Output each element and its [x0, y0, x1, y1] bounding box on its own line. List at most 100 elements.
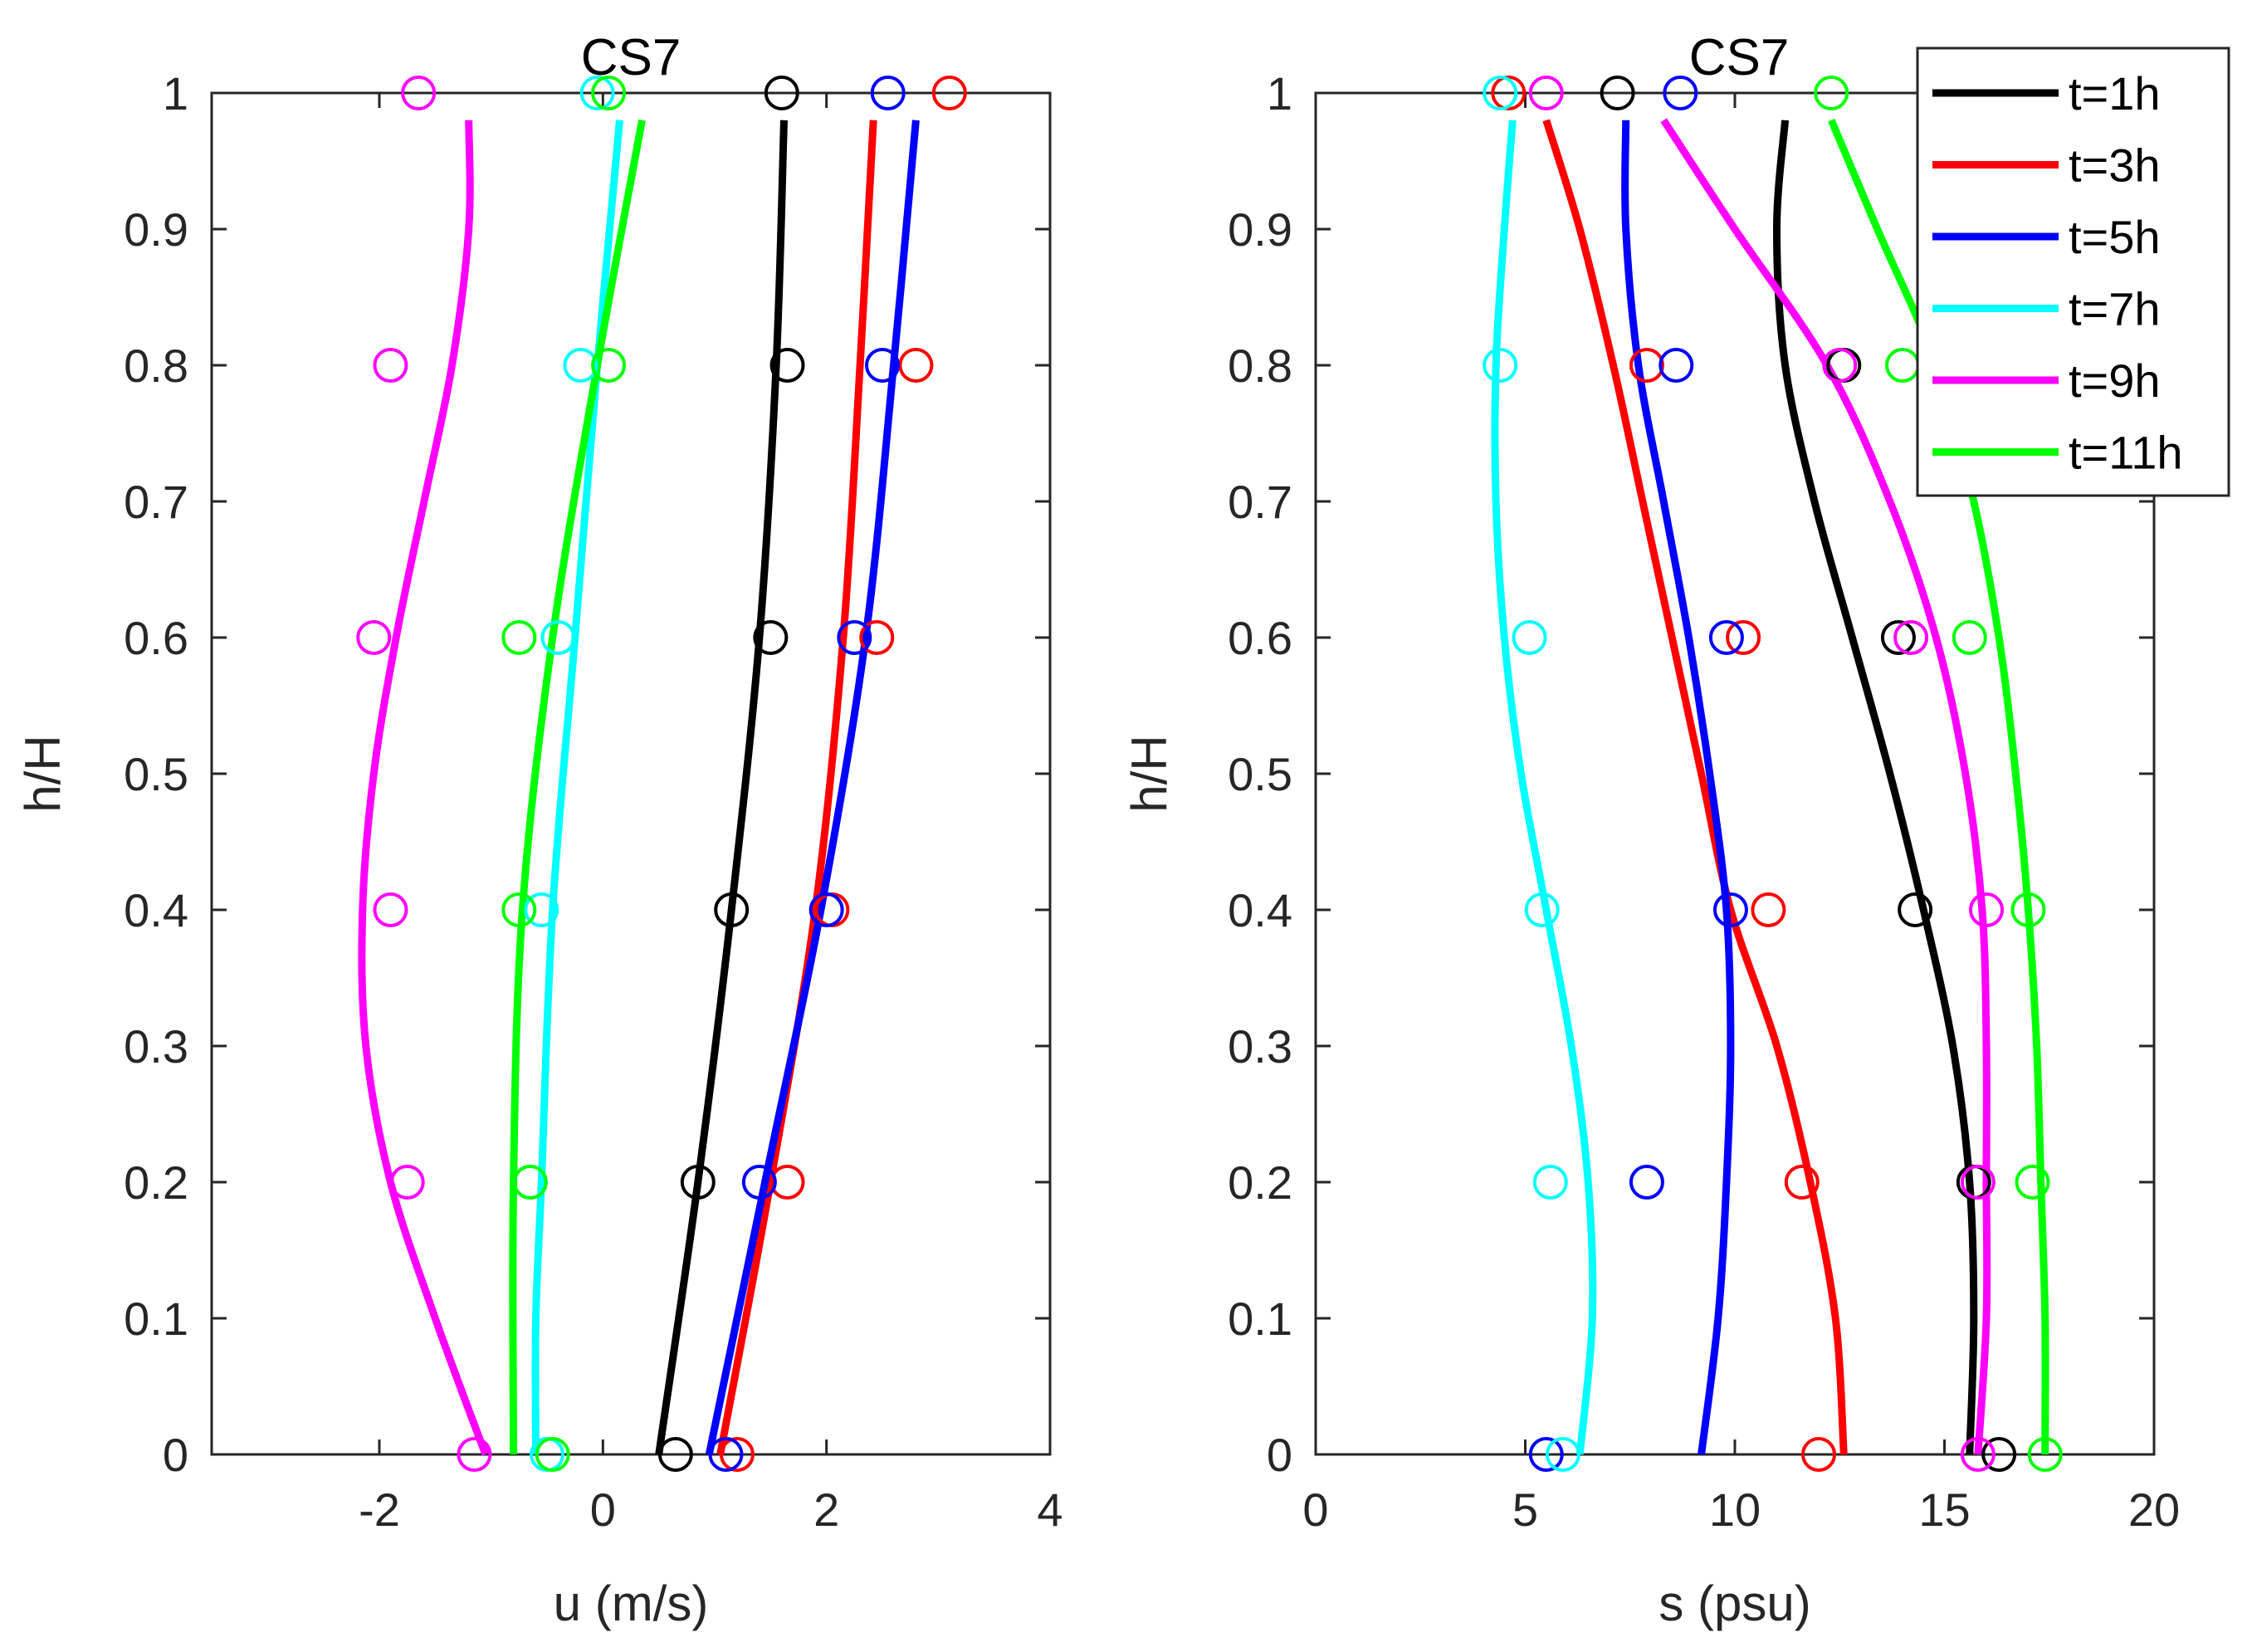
data-point-t3 — [1801, 1437, 1836, 1472]
data-point-t11 — [535, 1437, 570, 1472]
y-tick-label: 0.9 — [1228, 203, 1292, 256]
legend-label-t9: t=9h — [2069, 354, 2161, 407]
data-point-t5 — [1629, 1165, 1664, 1200]
x-tick-label: -2 — [359, 1483, 400, 1536]
data-point-t3 — [1784, 1165, 1820, 1200]
y-tick-label: 0.4 — [124, 884, 188, 936]
data-point-t9 — [373, 892, 408, 927]
data-point-t3 — [1751, 892, 1786, 927]
data-point-t1 — [680, 1165, 716, 1200]
series-line-t11 — [509, 119, 646, 1455]
data-point-t11 — [1952, 620, 1987, 655]
series-line-t3 — [1542, 119, 1848, 1455]
x-tick-label: 15 — [1918, 1483, 1970, 1536]
data-point-t11 — [501, 892, 537, 927]
data-point-t1 — [657, 1437, 693, 1472]
legend-label-t5: t=5h — [2069, 211, 2161, 263]
data-point-t3 — [859, 620, 895, 655]
data-point-t11 — [501, 620, 537, 655]
data-point-t3 — [1726, 620, 1761, 655]
data-point-t7 — [579, 76, 615, 110]
data-point-t9 — [1969, 892, 2004, 927]
legend: t=1h t=3h t=5h t=7h t=9h t=11h — [1916, 46, 2230, 497]
data-point-t3 — [898, 348, 934, 383]
legend-label-t1: t=1h — [2069, 67, 2161, 120]
y-tick-label: 0.8 — [1228, 340, 1292, 392]
x-tick-label: 10 — [1709, 1483, 1761, 1536]
y-tick-label: 0.5 — [1228, 748, 1292, 800]
data-point-t3 — [769, 1165, 805, 1200]
y-tick-label: 0.3 — [1228, 1020, 1292, 1073]
y-tick-label: 0.8 — [124, 340, 188, 392]
data-point-t5 — [870, 76, 906, 110]
data-point-t3 — [931, 76, 967, 110]
data-point-t11 — [512, 1165, 548, 1200]
y-tick-label: 0.1 — [124, 1293, 188, 1345]
data-point-t1 — [1898, 892, 1933, 927]
data-point-t7 — [524, 892, 559, 927]
data-point-t11 — [591, 76, 627, 110]
y-tick-label: 0.2 — [1228, 1156, 1292, 1209]
x-tick-label: 0 — [1302, 1483, 1328, 1536]
y-tick-label: 1 — [1267, 67, 1292, 120]
y-tick-label: 0.9 — [124, 203, 188, 256]
data-point-t9 — [356, 620, 392, 655]
data-point-t3 — [1629, 348, 1664, 383]
velocity-panel: 0 0.1 0.2 0.3 0.4 0.5 0.6 0.7 0.8 0.9 1 -2 0 2 4 u (m/s… — [15, 29, 1063, 1631]
data-point-t9 — [401, 76, 437, 110]
y-tick-label: 0.6 — [124, 612, 188, 664]
legend-box — [1916, 46, 2230, 497]
x-tick-label: 0 — [590, 1483, 616, 1536]
x-tick-label: 4 — [1037, 1483, 1062, 1536]
series-line-t7 — [1491, 120, 1597, 1455]
series-line-t1 — [1773, 120, 1978, 1455]
data-point-t5 — [865, 348, 900, 383]
data-point-t9 — [1960, 1437, 1996, 1472]
data-point-t9 — [389, 1165, 425, 1200]
data-point-t9 — [373, 348, 408, 383]
y-tick-label: 0.2 — [124, 1156, 188, 1209]
y-axis-label: h/H — [1121, 735, 1177, 812]
data-point-t5 — [1663, 76, 1698, 110]
y-tick-label: 0.7 — [1228, 476, 1292, 528]
data-point-t7 — [1483, 348, 1518, 383]
y-tick-label: 0.4 — [1228, 884, 1292, 936]
data-point-t11 — [1814, 76, 1849, 110]
y-axis-label: h/H — [15, 735, 71, 812]
data-point-t9 — [1960, 1165, 1996, 1200]
chart-title: CS7 — [1689, 29, 1790, 86]
data-point-t5 — [1658, 348, 1694, 383]
data-point-t11 — [1885, 348, 1920, 383]
series-line-t9 — [358, 120, 490, 1456]
data-point-t1 — [753, 620, 789, 655]
series-line-t5 — [1621, 120, 1735, 1455]
data-point-t5 — [741, 1165, 777, 1200]
data-point-t11 — [2010, 892, 2046, 927]
y-tick-label: 0.5 — [124, 748, 188, 800]
legend-label-t3: t=3h — [2069, 139, 2161, 192]
salinity-panel: 00.10.20.30.40.50.60.70.80.910 5 10 15 20s (… — [1121, 29, 2180, 1631]
y-tick-label: 0.1 — [1228, 1293, 1292, 1345]
legend-label-t7: t=7h — [2069, 283, 2161, 335]
data-point-t7 — [1483, 76, 1518, 110]
x-axis-label: u (m/s) — [554, 1576, 709, 1631]
data-point-t1 — [764, 76, 799, 110]
data-point-t5 — [708, 1437, 744, 1472]
data-point-t5 — [1712, 892, 1748, 927]
data-point-t11 — [2015, 1165, 2050, 1200]
data-point-t7 — [1524, 892, 1560, 927]
data-point-t7 — [1532, 1165, 1568, 1200]
data-point-t1 — [714, 892, 750, 927]
data-point-t9 — [1822, 348, 1858, 383]
data-point-t5 — [1708, 620, 1744, 655]
data-point-t5 — [1528, 1437, 1564, 1472]
data-point-t7 — [563, 348, 598, 383]
data-point-t5 — [808, 892, 844, 927]
data-point-t7 — [1512, 620, 1547, 655]
data-point-t9 — [457, 1437, 492, 1472]
series-line-t9 — [1660, 118, 1991, 1455]
legend-label-t11: t=11h — [2069, 427, 2183, 479]
y-tick-label: 0.3 — [124, 1020, 188, 1073]
data-point-t7 — [540, 620, 576, 655]
data-point-t11 — [591, 348, 627, 383]
